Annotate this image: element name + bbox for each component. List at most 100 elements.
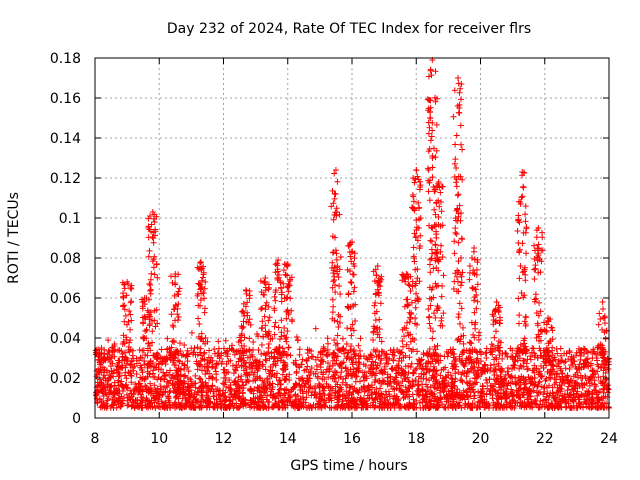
- data-point: [137, 374, 144, 381]
- data-point: [151, 382, 158, 389]
- data-point: [412, 366, 419, 373]
- data-point: [524, 366, 531, 373]
- data-point: [336, 388, 343, 395]
- data-point: [344, 325, 351, 332]
- data-point: [393, 385, 400, 392]
- data-point: [426, 197, 433, 204]
- data-point: [240, 381, 247, 388]
- data-point: [443, 373, 450, 380]
- data-point: [404, 388, 411, 395]
- data-point: [247, 404, 254, 411]
- data-point: [316, 390, 323, 397]
- data-point: [382, 352, 389, 359]
- data-point: [319, 383, 326, 390]
- data-point: [582, 374, 589, 381]
- data-point: [347, 278, 354, 285]
- data-point: [460, 324, 467, 331]
- data-point: [449, 350, 456, 357]
- data-point: [169, 382, 176, 389]
- data-point: [553, 379, 560, 386]
- data-point: [448, 381, 455, 388]
- data-point: [265, 340, 272, 347]
- data-point: [561, 390, 568, 397]
- data-point: [268, 350, 275, 357]
- data-point: [221, 401, 228, 408]
- data-point: [487, 390, 494, 397]
- data-point: [273, 400, 280, 407]
- data-point: [561, 350, 568, 357]
- data-point: [226, 376, 233, 383]
- data-point: [471, 395, 478, 402]
- y-tick-label: 0.16: [50, 91, 81, 107]
- data-point: [515, 240, 522, 247]
- data-point: [164, 393, 171, 400]
- data-point: [335, 396, 342, 403]
- data-point: [308, 365, 315, 372]
- data-point: [371, 389, 378, 396]
- data-point: [219, 358, 226, 365]
- data-point: [559, 357, 566, 364]
- data-point: [487, 386, 494, 393]
- data-point: [316, 404, 323, 411]
- data-point: [279, 399, 286, 406]
- data-point: [199, 393, 206, 400]
- data-point: [138, 404, 145, 411]
- data-point: [222, 337, 229, 344]
- data-point: [604, 355, 611, 362]
- data-point: [374, 347, 381, 354]
- data-point: [262, 275, 269, 281]
- data-point: [293, 334, 300, 341]
- data-point: [119, 382, 126, 389]
- data-point: [106, 372, 113, 379]
- data-point: [202, 371, 209, 378]
- data-point: [481, 367, 488, 374]
- data-point: [453, 231, 460, 238]
- data-point: [576, 399, 583, 406]
- data-point: [138, 394, 145, 401]
- data-point: [471, 392, 478, 399]
- data-point: [426, 346, 433, 353]
- data-point: [427, 137, 434, 144]
- data-point: [373, 364, 380, 371]
- data-point: [432, 154, 439, 161]
- data-point: [218, 350, 225, 357]
- data-point: [288, 402, 295, 409]
- data-point: [217, 403, 224, 410]
- data-point: [455, 239, 462, 246]
- data-point: [431, 393, 438, 400]
- data-point: [551, 374, 558, 381]
- data-point: [143, 388, 150, 395]
- data-point: [477, 394, 484, 401]
- data-point: [415, 378, 422, 385]
- data-point: [581, 392, 588, 399]
- data-point: [599, 299, 606, 305]
- data-point: [336, 392, 343, 399]
- data-point: [136, 347, 143, 354]
- data-point: [225, 369, 232, 376]
- data-point: [372, 299, 379, 306]
- data-point: [330, 303, 337, 310]
- data-point: [359, 369, 366, 376]
- data-point: [332, 390, 339, 397]
- data-point: [542, 396, 549, 403]
- data-point: [439, 401, 446, 408]
- data-point: [171, 381, 178, 388]
- data-point: [408, 348, 415, 355]
- data-point: [325, 351, 332, 358]
- data-point: [447, 372, 454, 379]
- data-point: [360, 395, 367, 402]
- data-point: [565, 400, 572, 407]
- data-point: [124, 385, 131, 392]
- data-point: [255, 384, 262, 391]
- data-point: [265, 370, 272, 377]
- data-point: [425, 314, 432, 321]
- data-point: [147, 212, 154, 219]
- data-point: [222, 393, 229, 400]
- data-point: [415, 391, 422, 398]
- data-point: [302, 399, 309, 406]
- data-point: [445, 398, 452, 405]
- data-point: [475, 372, 482, 379]
- data-point: [340, 375, 347, 382]
- data-point: [493, 328, 499, 335]
- data-point: [522, 218, 529, 225]
